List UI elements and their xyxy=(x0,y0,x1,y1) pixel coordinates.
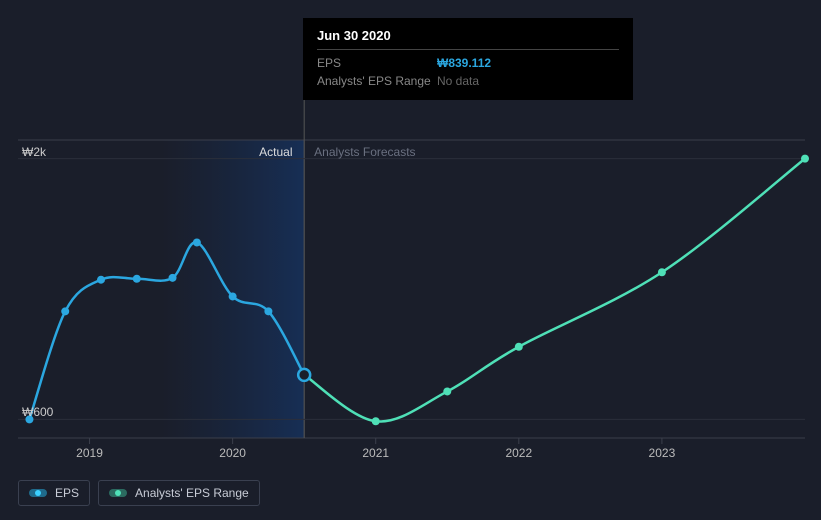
legend-item-eps[interactable]: EPS xyxy=(18,480,90,506)
x-tick-label: 2023 xyxy=(649,446,676,460)
legend-swatch xyxy=(109,489,127,497)
actual-shade xyxy=(161,140,304,438)
chart-tooltip: Jun 30 2020 EPS₩839.112Analysts' EPS Ran… xyxy=(303,18,633,100)
tooltip-row: EPS₩839.112 xyxy=(317,54,619,72)
legend-item-label: EPS xyxy=(55,486,79,500)
forecast-region-label: Analysts Forecasts xyxy=(314,145,415,159)
chart-legend: EPS Analysts' EPS Range xyxy=(18,480,260,506)
x-tick-label: 2020 xyxy=(219,446,246,460)
tooltip-row-value: ₩839.112 xyxy=(437,56,491,70)
eps-forecast-point[interactable] xyxy=(658,268,666,276)
eps-actual-point[interactable] xyxy=(264,307,272,315)
legend-item-label: Analysts' EPS Range xyxy=(135,486,249,500)
x-tick-label: 2019 xyxy=(76,446,103,460)
eps-highlight-point[interactable] xyxy=(298,369,310,381)
actual-region-label: Actual xyxy=(259,145,292,159)
tooltip-title: Jun 30 2020 xyxy=(317,28,619,50)
eps-chart: Actual Analysts Forecasts ₩2k ₩600 2019 20… xyxy=(0,0,821,520)
legend-item-eps_range[interactable]: Analysts' EPS Range xyxy=(98,480,260,506)
tooltip-row: Analysts' EPS RangeNo data xyxy=(317,72,619,90)
eps-forecast-line xyxy=(304,159,805,422)
tooltip-row-label: Analysts' EPS Range xyxy=(317,74,437,88)
eps-actual-point[interactable] xyxy=(193,238,201,246)
x-tick-label: 2022 xyxy=(505,446,532,460)
y-tick-label: ₩600 xyxy=(22,405,53,419)
eps-forecast-point[interactable] xyxy=(443,387,451,395)
eps-forecast-point[interactable] xyxy=(801,155,809,163)
eps-forecast-point[interactable] xyxy=(515,343,523,351)
eps-actual-point[interactable] xyxy=(97,276,105,284)
eps-actual-point[interactable] xyxy=(61,307,69,315)
tooltip-row-value: No data xyxy=(437,74,479,88)
eps-actual-point[interactable] xyxy=(169,274,177,282)
x-tick-label: 2021 xyxy=(362,446,389,460)
y-tick-label: ₩2k xyxy=(22,145,46,159)
tooltip-row-label: EPS xyxy=(317,56,437,70)
legend-swatch xyxy=(29,489,47,497)
eps-actual-point[interactable] xyxy=(229,292,237,300)
eps-actual-point[interactable] xyxy=(133,275,141,283)
eps-forecast-point[interactable] xyxy=(372,417,380,425)
